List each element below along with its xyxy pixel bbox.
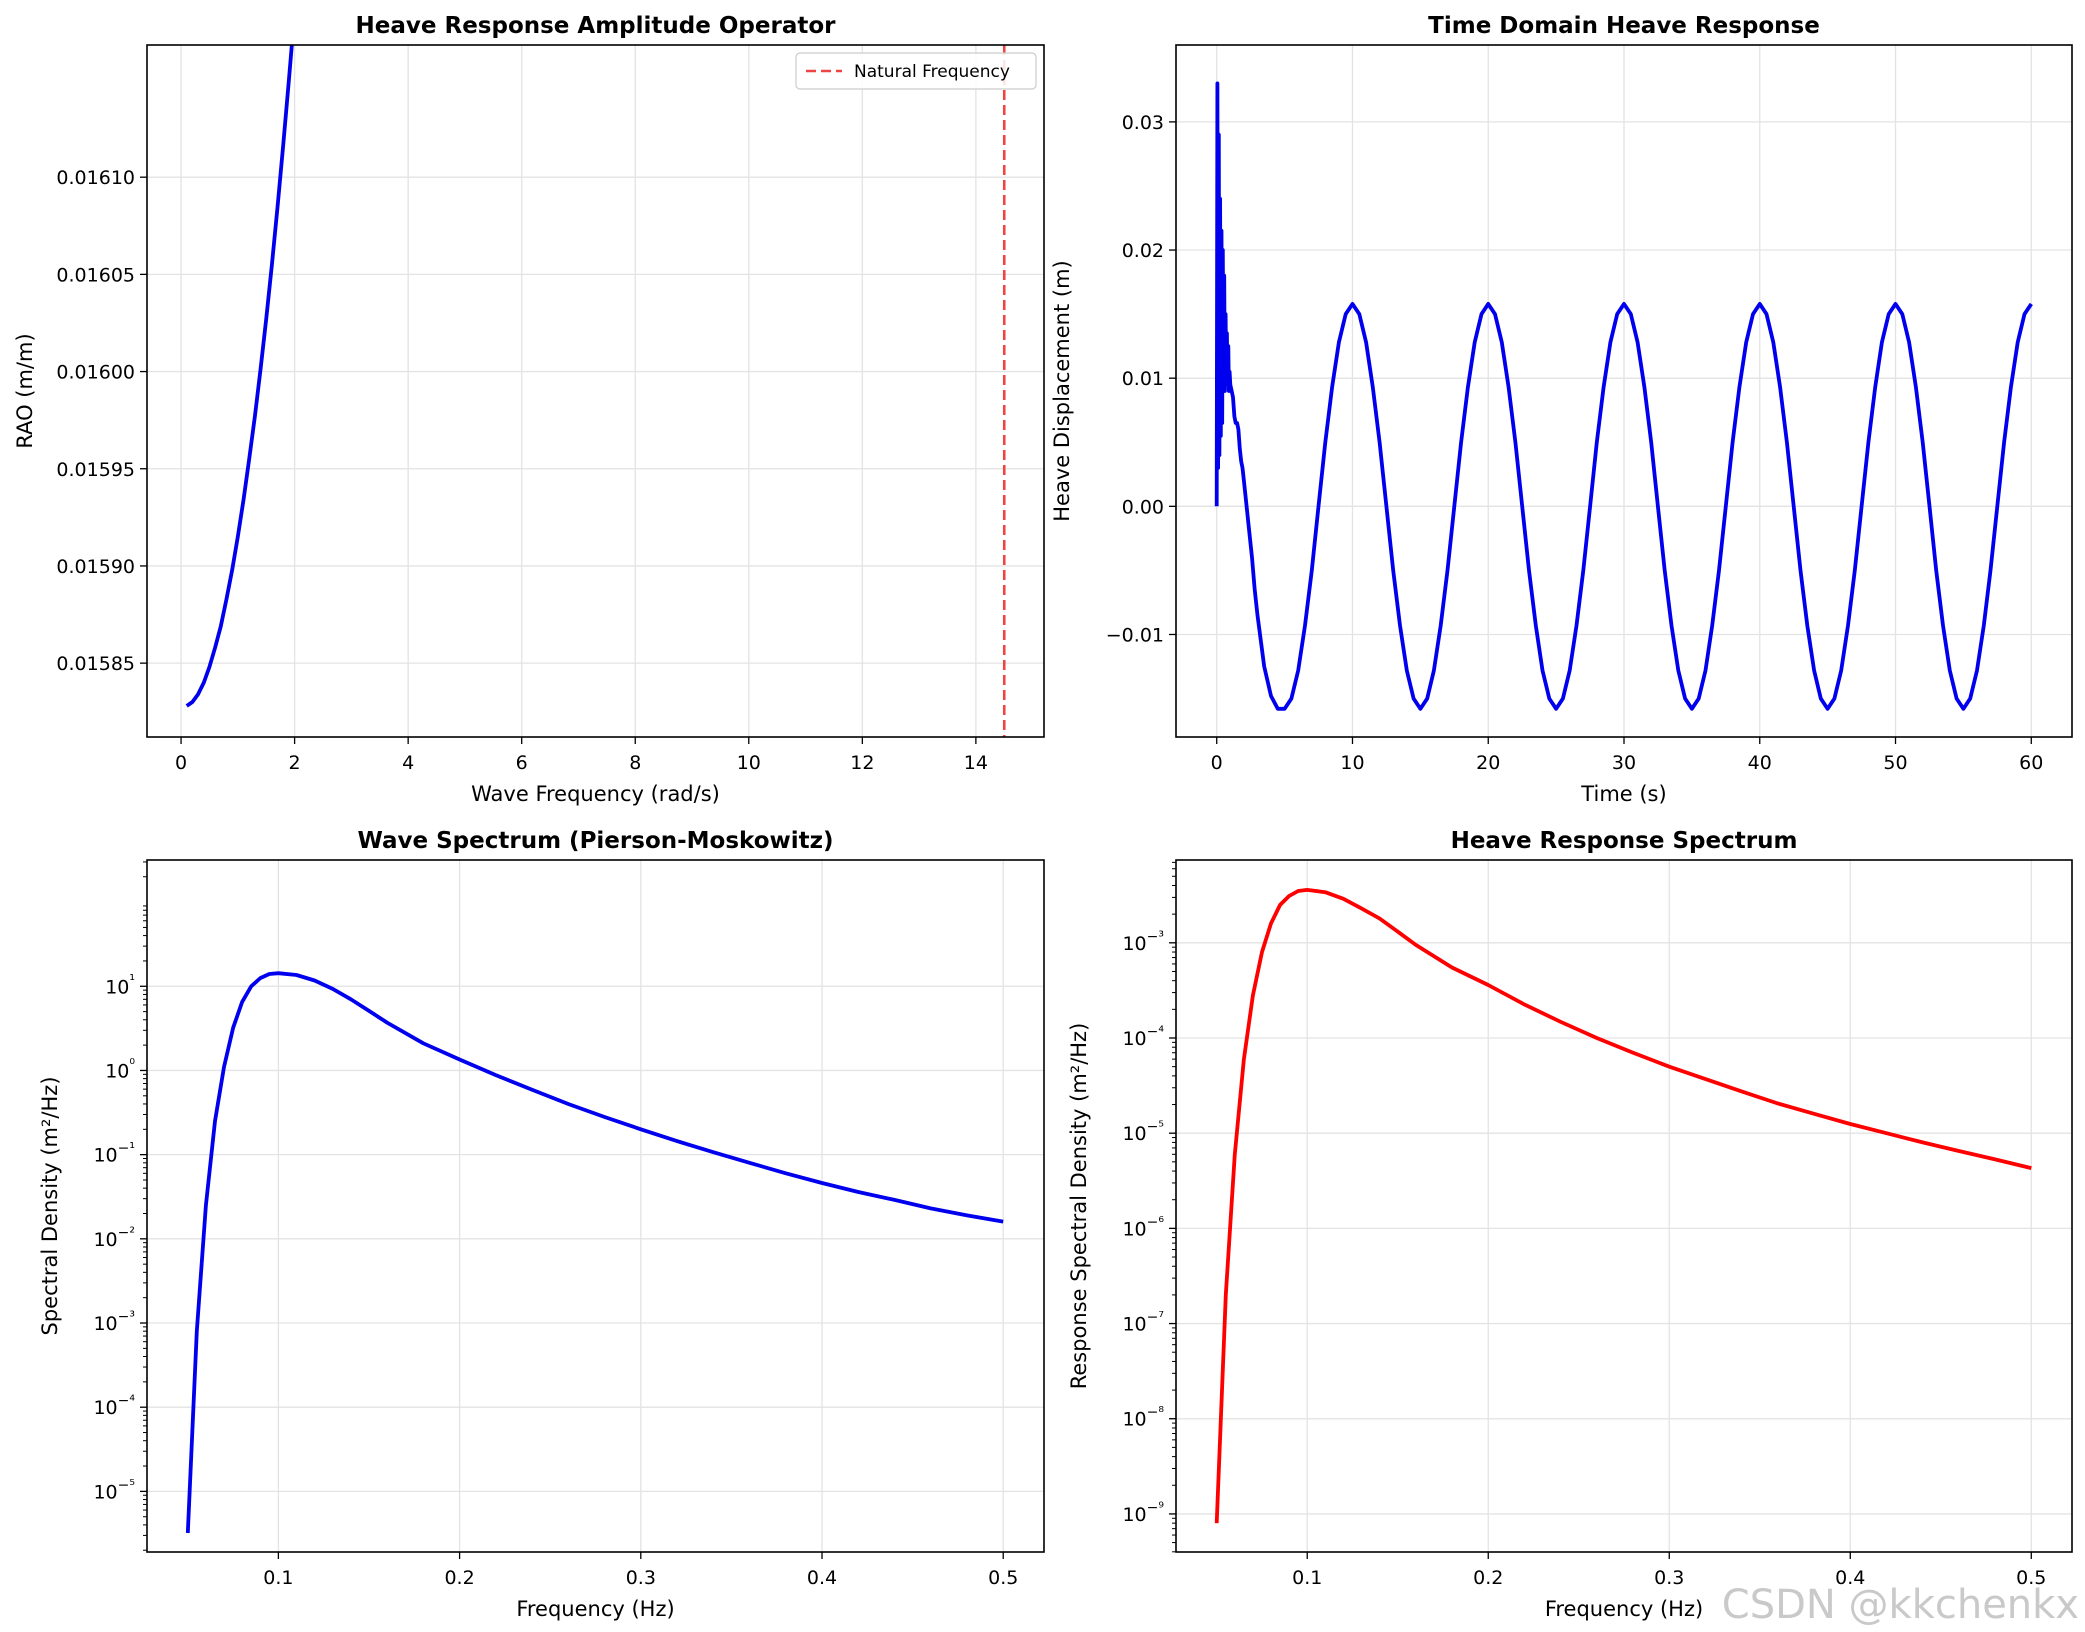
time-title: Time Domain Heave Response: [1428, 13, 1820, 39]
time-y-axis-label: Heave Displacement (m): [1050, 260, 1074, 522]
x-tick-label: 0.2: [444, 1567, 474, 1589]
chart-rao: 0 2 4 6 8 10 12 14 0.01585 0.01590 0.01595 0.01600 0…: [13, 13, 1045, 806]
rao-x-axis-label: Wave Frequency (rad/s): [471, 782, 720, 806]
x-tick-label: 50: [1883, 752, 1907, 774]
x-tick-label: 6: [516, 752, 528, 774]
y-tick-label: 0.01600: [56, 362, 135, 384]
y-tick-label: 0.01610: [56, 167, 135, 189]
response-title: Heave Response Spectrum: [1451, 828, 1798, 854]
y-tick-label: 10−⁹: [1122, 1500, 1164, 1526]
x-tick-label: 0: [175, 752, 187, 774]
response-axes-frame: [1175, 859, 2073, 1553]
wave-grid: [147, 860, 1044, 1552]
response-grid: [1176, 860, 2072, 1552]
x-tick-label: 60: [2019, 752, 2043, 774]
chart-response: 0.1 0.2 0.3 0.4 0.5 10−⁹ 10−⁸ 10−⁷ 10−⁶ 10−⁵ 10−⁴ 1…: [1067, 828, 2073, 1621]
x-tick-label: 10: [1340, 752, 1364, 774]
legend-box: [795, 52, 1037, 90]
y-tick-label: 0.01: [1122, 368, 1164, 390]
x-tick-label: 0: [1211, 752, 1223, 774]
watermark: CSDN @kkchenkx: [1721, 1582, 2079, 1628]
wave-title: Wave Spectrum (Pierson-Moskowitz): [357, 828, 833, 854]
x-tick-label: 0.4: [1835, 1567, 1865, 1589]
y-tick-label: 10−⁵: [1122, 1119, 1164, 1145]
x-tick-label: 0.3: [1654, 1567, 1684, 1589]
rao-series-line: [185, 45, 294, 708]
x-tick-label: 30: [1612, 752, 1636, 774]
x-tick-label: 8: [629, 752, 641, 774]
y-tick-label: 0.02: [1122, 240, 1164, 262]
y-tick-label: 10−²: [93, 1225, 135, 1251]
y-tick-label: 0.01590: [56, 556, 135, 578]
y-tick-label: 10−¹: [93, 1141, 135, 1167]
y-tick-label: 10−⁷: [1122, 1310, 1164, 1336]
x-tick-label: 0.2: [1473, 1567, 1503, 1589]
wave-series-line: [185, 971, 1004, 1534]
wave-x-axis-label: Frequency (Hz): [516, 1597, 674, 1621]
y-tick-label: −0.01: [1106, 624, 1164, 646]
x-tick-label: 0.4: [807, 1567, 837, 1589]
y-tick-label: 10⁰: [105, 1056, 135, 1082]
y-tick-label: 10−⁴: [93, 1393, 135, 1419]
rao-grid: [147, 45, 1044, 737]
response-y-axis-label: Response Spectral Density (m²/Hz): [1067, 1023, 1091, 1390]
y-tick-label: 0.01585: [56, 653, 135, 675]
y-tick-label: 10−³: [1122, 929, 1164, 955]
x-tick-label: 14: [964, 752, 988, 774]
legend-label: Natural Frequency: [854, 62, 1010, 82]
x-tick-label: 0.1: [263, 1567, 293, 1589]
x-tick-label: 0.5: [988, 1567, 1018, 1589]
x-tick-label: 40: [1748, 752, 1772, 774]
y-tick-label: 10−⁵: [93, 1477, 135, 1503]
time-x-axis-label: Time (s): [1580, 782, 1666, 806]
y-tick-label: 10¹: [105, 972, 135, 998]
y-tick-label: 0.01595: [56, 459, 135, 481]
y-tick-label: 10−³: [93, 1309, 135, 1335]
rao-axes-frame: [146, 44, 1045, 738]
x-tick-label: 12: [850, 752, 874, 774]
rao-title: Heave Response Amplitude Operator: [356, 13, 837, 39]
y-tick-label: 0.00: [1122, 496, 1164, 518]
time-series-line: [1214, 81, 2033, 711]
x-tick-label: 20: [1476, 752, 1500, 774]
y-tick-label: 0.01605: [56, 264, 135, 286]
response-series-line: [1214, 888, 2032, 1524]
x-tick-label: 4: [402, 752, 414, 774]
y-tick-label: 10−⁶: [1122, 1214, 1164, 1240]
x-tick-label: 0.3: [626, 1567, 656, 1589]
wave-y-axis-label: Spectral Density (m²/Hz): [38, 1076, 62, 1335]
chart-time: 0 10 20 30 40 50 60 −0.01 0.00 0.01 0.02 0.03 Time D…: [1050, 13, 2073, 806]
chart-wave: 0.1 0.2 0.3 0.4 0.5 10−⁵ 10−⁴ 10−³ 10−² 10−¹ 10⁰ 10…: [38, 828, 1045, 1621]
x-tick-label: 2: [289, 752, 301, 774]
time-grid: [1176, 45, 2072, 737]
y-tick-label: 0.03: [1122, 112, 1164, 134]
y-tick-label: 10−⁸: [1122, 1405, 1164, 1431]
wave-axes-frame: [146, 859, 1045, 1553]
rao-legend: Natural Frequency: [795, 52, 1037, 90]
y-tick-label: 10−⁴: [1122, 1024, 1164, 1050]
response-x-axis-label: Frequency (Hz): [1545, 1597, 1703, 1621]
x-tick-label: 0.1: [1292, 1567, 1322, 1589]
x-tick-label: 10: [737, 752, 761, 774]
x-tick-label: 0.5: [2016, 1567, 2046, 1589]
rao-y-axis-label: RAO (m/m): [13, 333, 37, 448]
